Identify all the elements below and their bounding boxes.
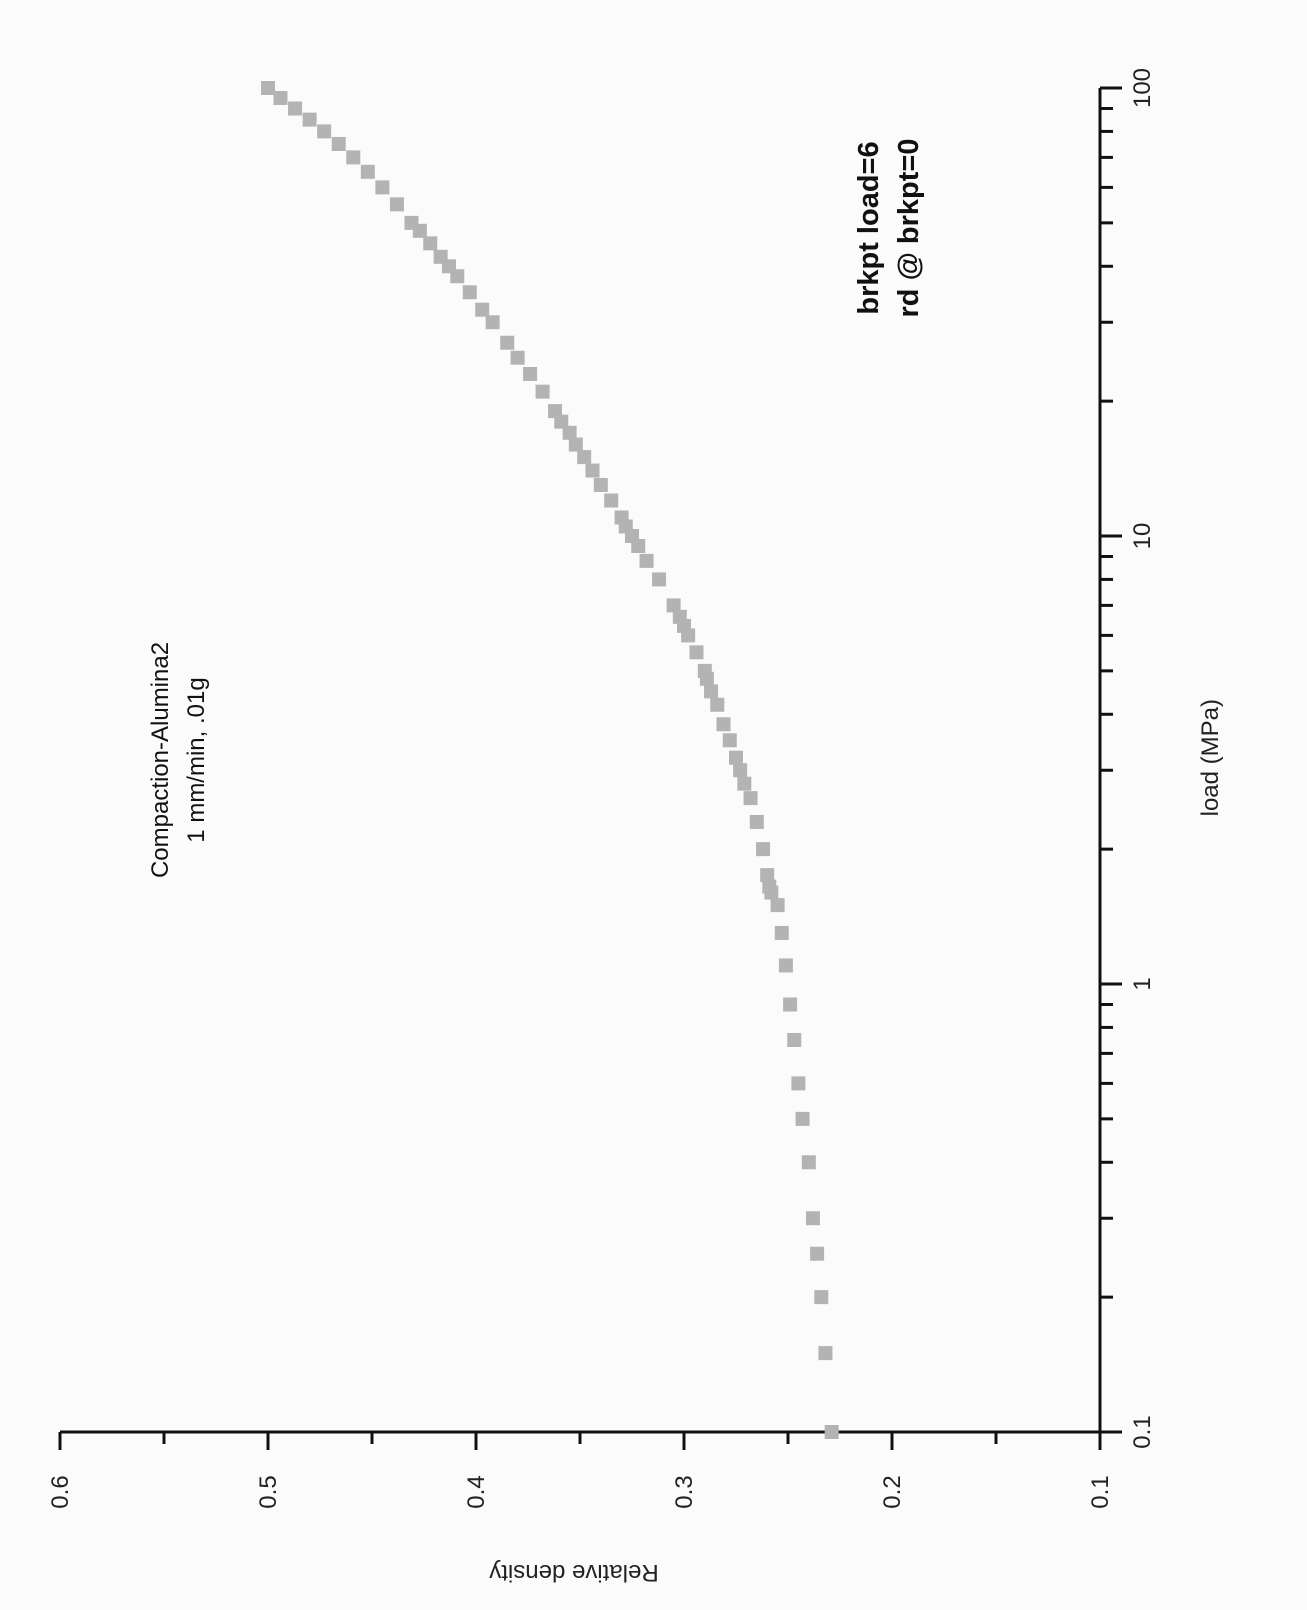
y-tick-label: 0.2 (879, 1475, 906, 1508)
data-point (475, 302, 490, 317)
data-point (375, 180, 390, 195)
data-point (787, 1032, 802, 1047)
data-point (801, 1155, 816, 1170)
data-point (614, 510, 629, 525)
data-point (652, 572, 667, 587)
data-point (666, 598, 681, 613)
data-point (585, 463, 600, 478)
data-point (360, 164, 375, 179)
data-point (562, 425, 577, 440)
annotation-sample-title: Compaction-Alumina2 (147, 642, 174, 878)
data-point (404, 215, 419, 230)
annotation-breakpoint-rd: rd @ brkpt=0 (893, 139, 925, 318)
y-axis-title: Relative density (489, 1559, 658, 1586)
data-point (462, 285, 477, 300)
data-point (568, 437, 583, 452)
data-point (722, 733, 737, 748)
data-point (770, 898, 785, 913)
data-point (778, 958, 793, 973)
data-point (273, 90, 288, 105)
data-point (535, 384, 550, 399)
data-point (554, 414, 569, 429)
data-point (261, 81, 275, 95)
data-point (485, 315, 500, 330)
data-point (423, 236, 438, 251)
data-point (331, 136, 346, 151)
data-point (433, 249, 448, 264)
data-point (593, 477, 608, 492)
y-tick-label: 0.3 (671, 1475, 698, 1508)
x-tick-label: 100 (1129, 68, 1156, 108)
data-point (639, 553, 654, 568)
data-point (697, 663, 712, 678)
annotation-breakpoint-load: brkpt load=6 (853, 141, 885, 314)
data-point (346, 150, 361, 165)
data-point (760, 868, 775, 883)
y-tick-label: 0.4 (463, 1475, 490, 1508)
data-point (716, 717, 731, 732)
data-point (548, 404, 563, 419)
data-markers (261, 81, 839, 1439)
data-point (824, 1425, 839, 1439)
data-point (805, 1211, 820, 1226)
data-point (317, 124, 332, 139)
data-point (689, 645, 704, 660)
data-point (510, 350, 525, 365)
data-point (818, 1346, 833, 1361)
data-point (500, 335, 515, 350)
data-point (704, 684, 719, 699)
annotation-sample-subtitle: 1 mm/min, .01g (183, 677, 210, 842)
data-point (389, 197, 404, 212)
axes-layer: 0.1 0.2 0.3 0.4 0.5 0.6 Relative density 0.1 1 10… (47, 68, 1224, 1586)
data-point (737, 776, 752, 791)
x-tick-label: 1 (1129, 977, 1156, 990)
data-point (710, 697, 725, 712)
data-point (523, 366, 538, 381)
data-point (729, 750, 743, 765)
y-tick-label: 0.6 (47, 1475, 74, 1508)
annotations: Compaction-Alumina2 1 mm/min, .01g brkpt… (147, 139, 925, 879)
data-point (733, 763, 748, 778)
data-point (604, 493, 619, 508)
data-point (795, 1111, 810, 1126)
data-point (672, 609, 687, 624)
data-point (791, 1076, 806, 1091)
data-point (749, 814, 764, 829)
data-point (577, 450, 592, 465)
data-point (810, 1246, 825, 1261)
data-point (814, 1290, 829, 1305)
data-point (783, 997, 798, 1012)
data-point (302, 112, 317, 127)
x-tick-label: 10 (1129, 523, 1156, 550)
data-point (288, 101, 303, 116)
data-point (762, 879, 777, 894)
y-tick-label: 0.1 (1087, 1475, 1114, 1508)
data-point (743, 791, 758, 806)
data-point (756, 842, 771, 857)
data-point (774, 925, 789, 940)
x-tick-label: 0.1 (1129, 1415, 1156, 1448)
x-axis-title: load (MPa) (1197, 699, 1224, 816)
y-tick-label: 0.5 (255, 1475, 282, 1508)
